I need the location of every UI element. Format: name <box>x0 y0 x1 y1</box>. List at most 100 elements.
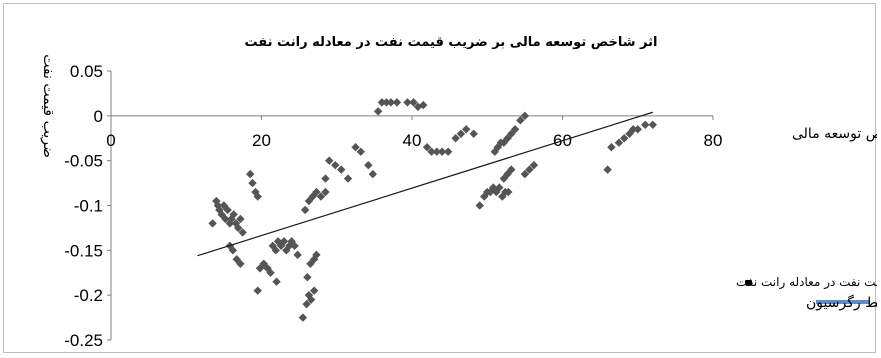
scatter-point <box>620 134 629 143</box>
legend-marker-scatter <box>745 280 752 285</box>
x-axis-title: شاخص توسعه مالی <box>792 126 877 142</box>
y-tick-label: 0.05 <box>70 62 103 81</box>
scatter-point <box>272 277 281 286</box>
x-tick-label: 40 <box>403 131 422 150</box>
x-tick-label: 20 <box>252 131 271 150</box>
scatter-point <box>461 125 471 134</box>
scatter-point <box>304 196 314 206</box>
scatter-point <box>603 165 612 174</box>
scatter-point <box>208 219 217 228</box>
scatter-point <box>228 246 238 255</box>
scatter-point <box>529 160 539 170</box>
scatter-point <box>298 313 308 322</box>
scatter-point <box>356 147 366 156</box>
chart-title: اثر شاخص توسعه مالی بر ضریب قیمت نفت در … <box>245 35 658 50</box>
scatter-point <box>607 143 616 152</box>
scatter-point <box>614 138 624 147</box>
scatter-point <box>343 174 353 183</box>
scatter-point <box>419 100 428 110</box>
scatter-point <box>302 299 311 309</box>
scatter-point <box>510 125 520 134</box>
scatter-point <box>306 295 316 304</box>
scatter-point <box>238 228 247 237</box>
scatter-point <box>246 169 255 179</box>
scatter-point <box>520 111 530 121</box>
scatter-point <box>223 205 232 215</box>
scatter-point <box>629 125 638 134</box>
scatter-chart: اثر شاخص توسعه مالی بر ضریب قیمت نفت در … <box>40 35 877 350</box>
scatter-point <box>451 134 460 143</box>
chart-frame: اثر شاخص توسعه مالی بر ضریب قیمت نفت در … <box>3 3 877 353</box>
scatter-point <box>469 129 478 138</box>
y-tick-label: -0.1 <box>74 197 103 216</box>
scatter-point <box>229 210 238 219</box>
scatter-point <box>403 98 412 107</box>
scatter-point <box>219 201 229 210</box>
scatter-point <box>266 268 275 277</box>
scatter-point <box>495 183 504 192</box>
scatter-point <box>236 214 245 224</box>
y-tick-label: -0.25 <box>64 331 103 350</box>
scatter-point <box>499 138 509 147</box>
legend-label-scatter: پراکنش ضریب قیمت نفت در معادله رانت نفت <box>736 275 877 290</box>
scatter-point <box>309 286 319 295</box>
scatter-point <box>321 174 330 183</box>
y-tick-label: -0.05 <box>64 152 103 171</box>
x-tick-label: 80 <box>704 131 723 150</box>
scatter-point <box>422 143 432 152</box>
data-marks <box>197 98 657 322</box>
regression-line <box>197 111 653 257</box>
scatter-point <box>331 160 340 170</box>
scatter-point <box>475 201 484 210</box>
scatter-point <box>303 273 312 282</box>
legend: پراکنش ضریب قیمت نفت در معادله رانت نفت … <box>736 275 877 311</box>
scatter-point <box>507 129 516 138</box>
y-tick-label: 0 <box>94 107 103 126</box>
x-tick-label: 0 <box>106 131 115 150</box>
scatter-point <box>312 250 321 260</box>
scatter-point <box>273 237 283 246</box>
scatter-point <box>382 98 391 107</box>
scatter-point <box>520 169 530 179</box>
scatter-point <box>516 116 525 125</box>
y-tick-label: -0.15 <box>64 241 103 260</box>
scatter-point <box>409 98 418 107</box>
scatter-point <box>377 98 387 107</box>
y-axis-title: ضریب قیمت نفت <box>40 54 56 158</box>
scatter-point <box>248 178 257 188</box>
scatter-point <box>337 165 346 174</box>
tick-labels: 0.050-0.05-0.1-0.15-0.2-0.25020406080 <box>64 62 722 350</box>
scatter-point <box>386 98 396 107</box>
scatter-point <box>293 250 302 260</box>
legend-label-regression: خط رگرسیون <box>806 294 877 311</box>
scatter-point <box>648 120 657 129</box>
scatter-point <box>368 169 378 179</box>
scatter-point <box>325 156 334 165</box>
scatter-point <box>392 98 402 107</box>
scatter-point <box>271 246 280 255</box>
scatter-point <box>504 187 513 197</box>
scatter-point <box>300 205 310 215</box>
scatter-point <box>641 120 650 129</box>
y-tick-label: -0.2 <box>74 286 103 305</box>
scatter-point <box>373 107 383 116</box>
scatter-point <box>525 165 534 174</box>
scatter-point <box>507 165 516 174</box>
scatter-point <box>279 237 289 246</box>
scatter-point <box>364 160 373 170</box>
scatter-point <box>633 125 642 134</box>
scatter-point <box>443 147 453 156</box>
scatter-point <box>290 241 299 251</box>
scatter-point <box>253 192 262 201</box>
scatter-point <box>427 147 436 156</box>
scatter-point <box>253 286 262 295</box>
axes <box>107 70 714 341</box>
scatter-point <box>432 147 442 156</box>
scatter-point <box>437 147 447 156</box>
scatter-point <box>312 187 321 197</box>
scatter-point <box>413 102 423 112</box>
scatter-point <box>236 259 245 268</box>
scatter-point <box>221 214 230 224</box>
scatter-point <box>316 192 326 201</box>
scatter-point <box>351 143 360 152</box>
